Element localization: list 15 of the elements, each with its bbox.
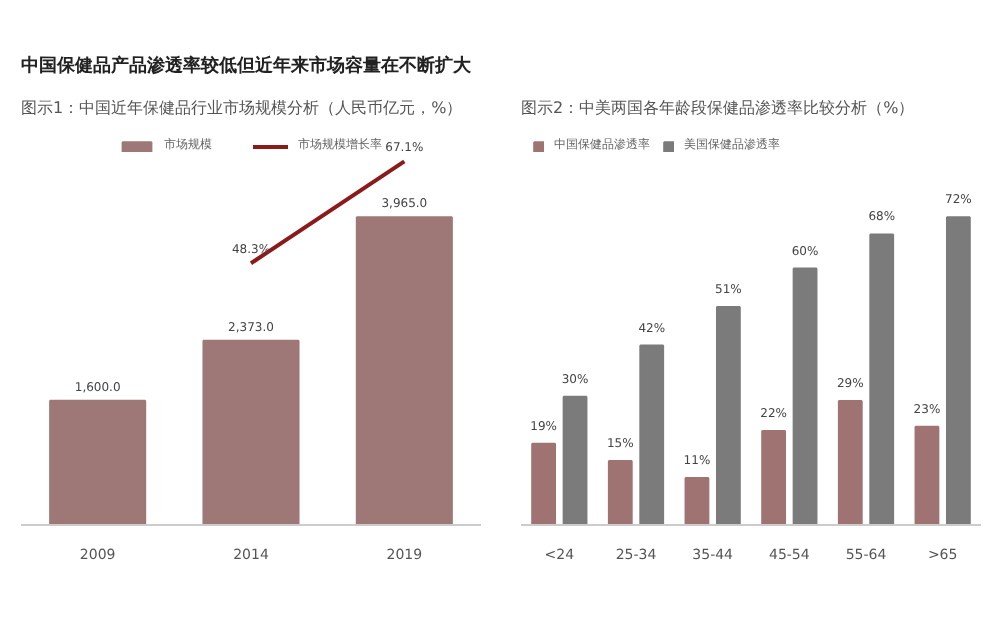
bar: [761, 429, 787, 525]
chart-title: 中国保健品产品渗透率较低但近年来市场容量在不断扩大: [21, 55, 473, 77]
bar: [914, 425, 940, 525]
bar: [531, 442, 557, 525]
bar: [684, 476, 710, 525]
bar: [562, 395, 588, 525]
bar: [945, 216, 971, 525]
bar: [792, 267, 818, 525]
bar: [869, 233, 895, 525]
bar: [607, 459, 633, 525]
chart-title: 图示2：中美两国各年龄段保健品渗透率比较分析（%）: [521, 99, 915, 117]
bar: [639, 344, 665, 525]
chart-subtitle: 图示1：中国近年保健品行业市场规模分析（人民币亿元，%）: [21, 99, 463, 117]
bar: [837, 400, 863, 525]
bar: [715, 306, 741, 525]
